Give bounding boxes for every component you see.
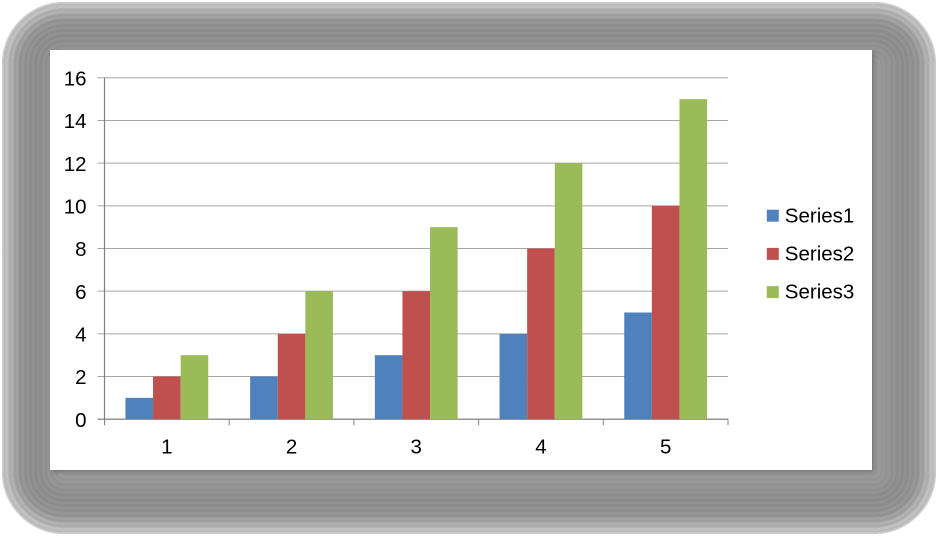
svg-text:10: 10 — [64, 195, 87, 218]
svg-text:Series1: Series1 — [785, 204, 855, 227]
svg-text:1: 1 — [161, 436, 172, 459]
svg-text:0: 0 — [75, 409, 86, 432]
svg-text:5: 5 — [660, 436, 671, 459]
svg-text:4: 4 — [535, 436, 546, 459]
svg-text:Series2: Series2 — [785, 243, 855, 266]
svg-text:14: 14 — [64, 110, 87, 133]
svg-text:3: 3 — [411, 436, 422, 459]
svg-text:16: 16 — [64, 67, 87, 90]
svg-text:6: 6 — [75, 281, 86, 304]
svg-text:8: 8 — [75, 238, 86, 261]
svg-text:2: 2 — [75, 366, 86, 389]
svg-text:2: 2 — [286, 436, 297, 459]
svg-text:12: 12 — [64, 153, 87, 176]
svg-text:4: 4 — [75, 323, 86, 346]
svg-text:Series3: Series3 — [785, 281, 855, 304]
